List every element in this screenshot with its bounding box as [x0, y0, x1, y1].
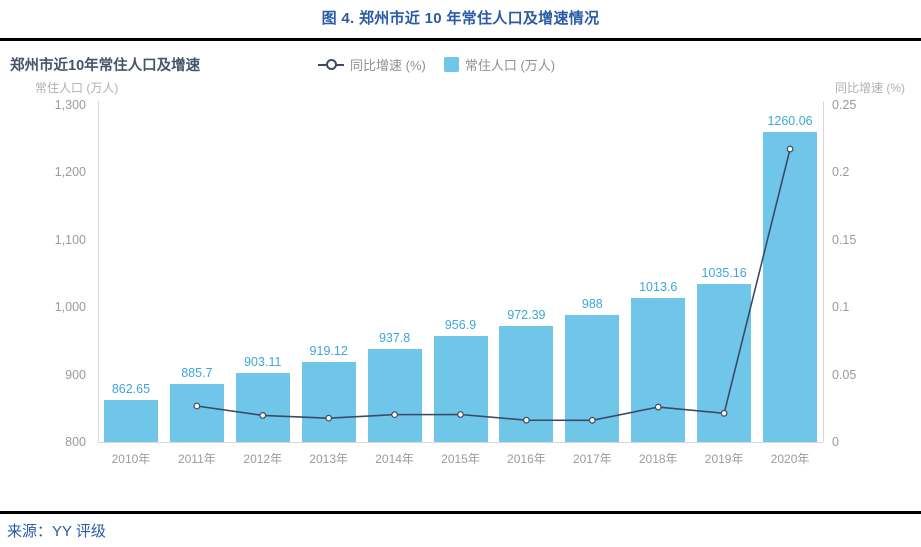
right-axis-title: 同比增速 (%) — [835, 81, 905, 95]
line-circle-marker-icon — [318, 59, 344, 70]
figure-caption: 图 4. 郑州市近 10 年常住人口及增速情况 — [321, 10, 600, 27]
bar-value-label: 1035.16 — [701, 265, 747, 280]
bar-2016年 — [499, 325, 554, 442]
y-left-tick-label: 900 — [65, 367, 86, 382]
x-axis-line — [98, 442, 823, 443]
y-right-tick-label: 0.2 — [832, 165, 850, 180]
bar-value-label: 862.65 — [111, 381, 151, 396]
bar-value-label: 937.8 — [378, 331, 411, 346]
y-left-tick-label: 1,200 — [54, 165, 86, 180]
bar-2015年 — [433, 336, 488, 442]
y-left-tick-label: 1,300 — [54, 98, 86, 112]
legend-growth-label: 同比增速 (%) — [350, 58, 426, 73]
y-left-tick-label: 1,000 — [54, 300, 86, 315]
bar-2020年 — [763, 131, 818, 442]
legend-item-population: 常住人口 (万人) — [443, 55, 556, 74]
bar-value-label: 1260.06 — [767, 113, 813, 128]
legend-item-growth: 同比增速 (%) — [318, 55, 426, 74]
bar-2011年 — [169, 384, 224, 442]
bar-value-label: 988 — [581, 297, 603, 312]
y-right-tick-label: 0.15 — [832, 232, 857, 247]
x-tick-label: 2019年 — [704, 452, 744, 466]
x-tick-label: 2016年 — [507, 452, 546, 466]
x-tick-label: 2013年 — [309, 452, 349, 466]
bar-value-label: 919.12 — [309, 343, 348, 358]
bar-2014年 — [367, 349, 422, 442]
x-tick-label: 2020年 — [770, 452, 810, 466]
left-axis-title: 常住人口 (万人) — [35, 81, 119, 95]
source-note: 来源：YY 评级 — [7, 523, 106, 540]
y-right-tick-label: 0.1 — [832, 300, 850, 315]
bar-2012年 — [235, 372, 290, 442]
bar-2010年 — [103, 399, 158, 442]
top-divider — [0, 38, 921, 41]
bar-2017年 — [565, 315, 620, 442]
y-left-tick-label: 800 — [65, 435, 86, 449]
y-right-tick-label: 0.25 — [832, 98, 857, 112]
y-right-tick-label: 0 — [832, 435, 839, 449]
x-tick-label: 2017年 — [572, 452, 612, 466]
x-tick-label: 2011年 — [177, 452, 216, 466]
bar-2019年 — [697, 283, 752, 442]
chart-title: 郑州市近10年常住人口及增速 — [10, 58, 201, 74]
x-tick-label: 2018年 — [638, 452, 678, 466]
y-right-tick-label: 0.05 — [832, 367, 857, 382]
x-tick-label: 2014年 — [375, 452, 414, 466]
x-tick-label: 2015年 — [441, 452, 480, 466]
bar-2013年 — [301, 361, 356, 442]
x-tick-label: 2012年 — [243, 452, 283, 466]
chart-legend: 同比增速 (%) 常住人口 (万人) — [318, 55, 555, 74]
bar-2018年 — [631, 298, 686, 442]
bar-swatch-icon — [443, 57, 459, 72]
y-left-tick-label: 1,100 — [54, 232, 86, 247]
bar-value-label: 1013.6 — [639, 280, 678, 295]
x-tick-label: 2010年 — [111, 452, 151, 466]
bottom-divider — [0, 511, 921, 514]
left-axis-line — [98, 101, 99, 442]
legend-population-label: 常住人口 (万人) — [464, 58, 556, 73]
right-axis-line — [823, 101, 824, 442]
